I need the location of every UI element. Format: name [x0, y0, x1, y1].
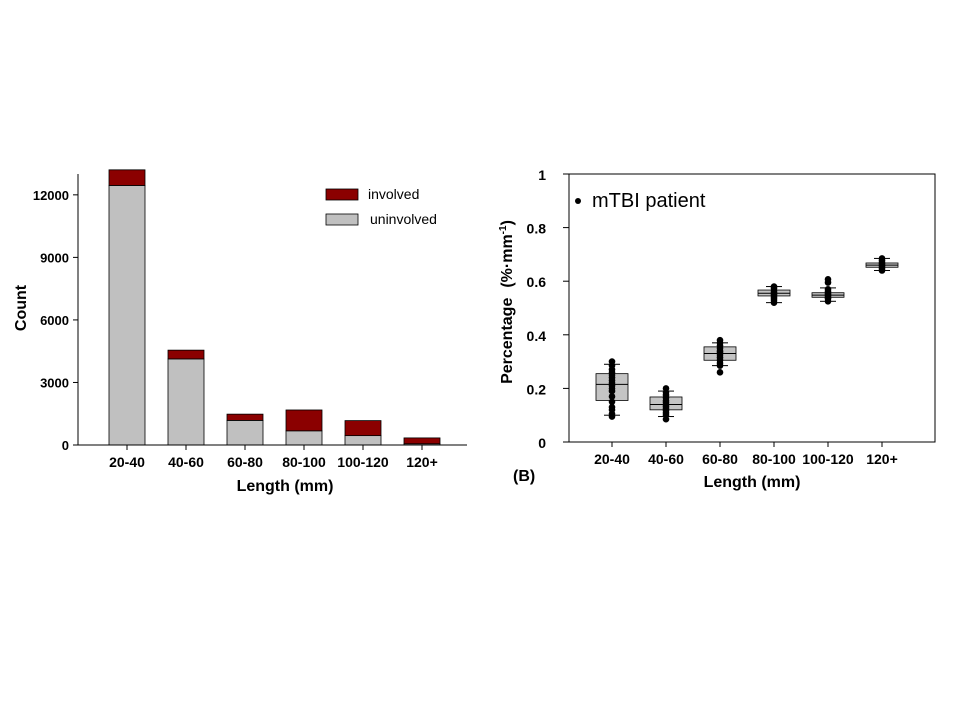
y-tick-label: 0 [538, 435, 546, 451]
data-point-100-120 [824, 279, 832, 286]
data-point-60-80 [716, 369, 724, 376]
bar-uninvolved-40-60 [167, 358, 205, 446]
y-tick-label: 0.8 [527, 221, 547, 237]
y-tick-label: 3000 [40, 375, 69, 390]
x-tick-label: 40-60 [648, 451, 684, 467]
panel-b-x-title: Length (mm) [704, 474, 801, 491]
y-tick-label: 6000 [40, 313, 69, 328]
y-tick-label: 1 [538, 167, 546, 183]
panel-b-x-ticks: 20-40 40-60 60-80 80-100 100-120 120+ [594, 442, 898, 467]
legend-label-uninvolved: uninvolved [370, 211, 437, 227]
data-point-20-40 [608, 387, 616, 395]
y-title-main: Percentage [499, 298, 516, 384]
bar-involved-20-40 [108, 169, 146, 186]
x-tick-label: 80-100 [282, 454, 326, 470]
x-tick-label: 120+ [866, 451, 898, 467]
panel-a-x-title: Length (mm) [237, 478, 334, 495]
bar-involved-40-60 [167, 349, 205, 360]
panel-a-legend: involved uninvolved [325, 186, 437, 227]
bar-uninvolved-80-100 [285, 430, 323, 446]
y-title-close: ) [499, 220, 516, 225]
x-tick-label: 100-120 [802, 451, 854, 467]
x-tick-label: 20-40 [109, 454, 145, 470]
x-tick-label: 40-60 [168, 454, 204, 470]
panel-a-y-ticks: 0 3000 6000 9000 12000 [33, 188, 78, 453]
annotation-text: mTBI patient [592, 190, 706, 212]
data-point-80-100 [770, 299, 778, 306]
panel-b-label: (B) [513, 468, 535, 485]
panel-b-boxes [595, 255, 899, 423]
bar-uninvolved-100-120 [344, 435, 382, 446]
panel-b-box-plot: 0 0.2 0.4 0.6 0.8 1 20-40 40-60 60-80 80-100 100-… [498, 167, 936, 491]
y-tick-label: 12000 [33, 188, 69, 203]
data-point-20-40 [608, 398, 616, 406]
x-tick-label: 100-120 [337, 454, 389, 470]
panel-b-y-title: Percentage (%·mm-1) [498, 220, 516, 384]
x-tick-label: 60-80 [227, 454, 263, 470]
panel-a-bars [108, 169, 441, 446]
x-tick-label: 20-40 [594, 451, 630, 467]
bar-involved-100-120 [344, 420, 382, 437]
y-title-units: (%·mm [499, 234, 516, 287]
panel-a-y-title: Count [13, 284, 30, 331]
x-tick-label: 60-80 [702, 451, 738, 467]
bar-involved-80-100 [285, 409, 323, 432]
data-point-20-40 [608, 413, 616, 420]
data-point-120+ [878, 267, 886, 274]
legend-label-involved: involved [368, 186, 419, 202]
y-tick-label: 0.4 [527, 328, 547, 344]
panel-a-x-ticks: 20-40 40-60 60-80 80-100 100-120 120+ [109, 445, 438, 470]
bar-uninvolved-60-80 [226, 420, 264, 446]
panel-a-bar-chart: 0 3000 6000 9000 12000 20-40 40-60 60-80 80-100… [13, 169, 467, 495]
panel-b-annotation: mTBI patient [575, 190, 706, 212]
x-tick-label: 80-100 [752, 451, 796, 467]
panel-b-frame [568, 173, 936, 443]
annotation-bullet [575, 198, 581, 204]
bar-uninvolved-20-40 [108, 185, 146, 446]
y-tick-label: 0.2 [527, 381, 547, 397]
bar-involved-60-80 [226, 413, 264, 421]
data-point-100-120 [824, 298, 832, 305]
legend-swatch-involved [325, 188, 359, 201]
bar-involved-120+ [403, 437, 441, 445]
data-point-40-60 [662, 415, 670, 423]
data-point-20-40 [608, 393, 616, 400]
y-tick-label: 0 [62, 438, 69, 453]
x-tick-label: 120+ [406, 454, 438, 470]
y-title-exponent: -1 [498, 225, 509, 234]
data-point-60-80 [716, 362, 724, 369]
legend-swatch-uninvolved [325, 213, 359, 226]
y-tick-label: 0.6 [527, 274, 547, 290]
panel-b-y-ticks: 0 0.2 0.4 0.6 0.8 1 [527, 167, 569, 451]
y-tick-label: 9000 [40, 250, 69, 265]
